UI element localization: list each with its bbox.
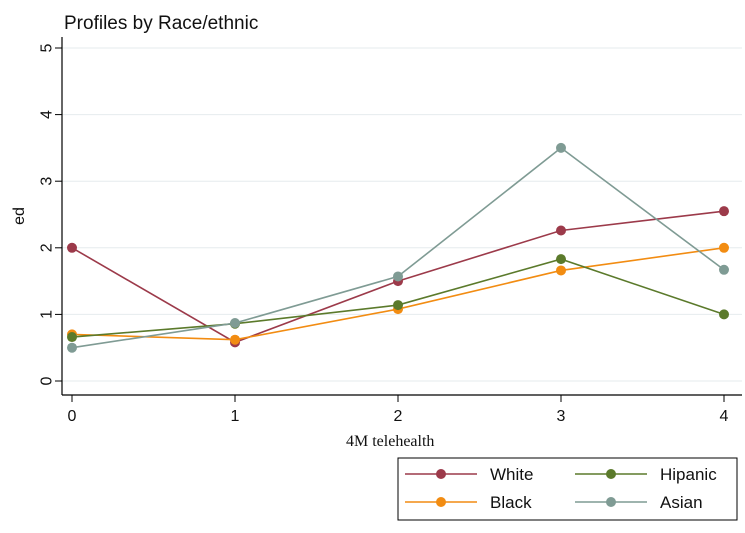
series-asian (67, 142, 729, 353)
data-point (67, 332, 77, 343)
legend-label: Hipanic (660, 465, 717, 484)
data-point (67, 242, 77, 253)
data-point (556, 142, 566, 153)
y-tick-label: 4 (39, 110, 56, 119)
y-tick-label: 2 (39, 243, 56, 252)
data-point (230, 318, 240, 329)
chart-title: Profiles by Race/ethnic (64, 13, 258, 34)
legend-item-white: White (405, 465, 533, 484)
legend-swatch-marker (436, 497, 446, 507)
data-point (719, 242, 729, 253)
series-layer (67, 142, 729, 353)
legend-box (397, 457, 738, 521)
data-point (393, 271, 403, 282)
legend-item-asian: Asian (575, 493, 703, 512)
data-point (719, 264, 729, 275)
legend-label: Asian (660, 493, 703, 512)
grid-lines (62, 47, 742, 382)
legend-label: White (490, 465, 533, 484)
data-point (393, 300, 403, 311)
data-point (67, 342, 77, 353)
legend-label: Black (490, 493, 532, 512)
y-axis-label: ed (11, 207, 28, 225)
x-tick-label: 3 (557, 408, 566, 425)
data-point (719, 206, 729, 217)
legend-item-hipanic: Hipanic (575, 465, 717, 484)
x-tick-label: 1 (231, 408, 240, 425)
data-point (230, 334, 240, 345)
legend-item-black: Black (405, 493, 532, 512)
y-axis-ticks: 0 1 2 3 4 5 (39, 43, 62, 385)
legend-swatch-marker (606, 469, 616, 479)
x-axis-label-box (337, 424, 477, 456)
x-axis-label: 4M telehealth (346, 433, 434, 450)
legend: White Black Hipanic Asian (397, 457, 738, 521)
y-tick-label: 1 (39, 310, 56, 319)
x-axis-ticks: 0 1 2 3 4 (68, 395, 729, 425)
y-tick-label: 5 (39, 43, 56, 52)
data-point (556, 265, 566, 276)
x-tick-label: 2 (394, 408, 403, 425)
legend-swatch-marker (436, 469, 446, 479)
x-tick-label: 0 (68, 408, 77, 425)
data-point (556, 254, 566, 265)
plot-area (62, 37, 742, 395)
x-tick-label: 4 (720, 408, 729, 425)
data-point (556, 225, 566, 236)
y-tick-label: 3 (39, 177, 56, 186)
y-tick-label: 0 (39, 376, 56, 385)
legend-swatch-marker (606, 497, 616, 507)
data-point (719, 309, 729, 320)
